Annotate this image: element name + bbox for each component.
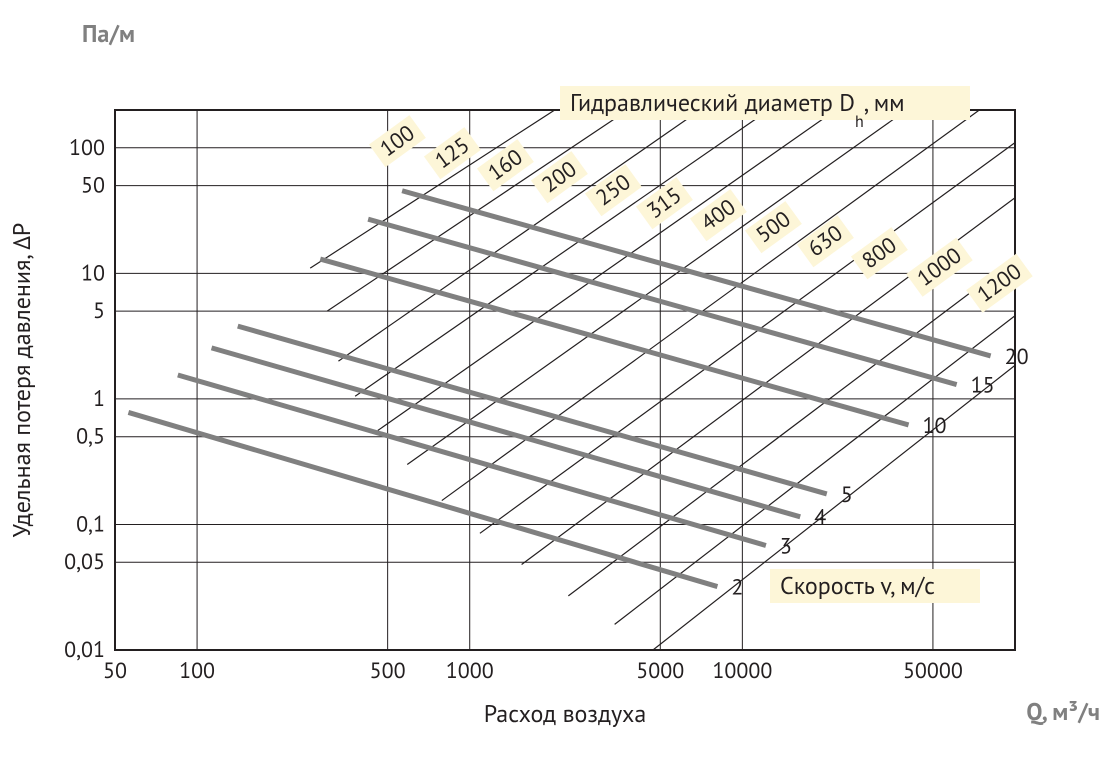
- x-tick-label: 10000: [712, 657, 772, 685]
- velocity-label: 10: [923, 412, 947, 440]
- y-axis-title: Удельная потеря давления, ΔР: [6, 223, 37, 538]
- y-tick-label: 50: [81, 172, 105, 200]
- x-axis-title: Расход воздуха: [484, 698, 647, 729]
- y-tick-label: 100: [69, 134, 105, 162]
- chart-svg: 50 100 500 1000 5000 10000 50000 0,01 0,05 0,1 0,5…: [0, 0, 1116, 770]
- y-unit-label: Па/м: [82, 18, 135, 49]
- x-tick-label: 5000: [636, 657, 684, 685]
- velocity-label: 2: [731, 574, 743, 602]
- x-unit-label: Q, м³/ч: [1026, 696, 1100, 727]
- x-tick-label: 500: [370, 657, 406, 685]
- x-tick-label: 100: [179, 657, 215, 685]
- x-tick-label: 1000: [446, 657, 494, 685]
- velocity-label: 4: [814, 504, 826, 532]
- velocity-label: 20: [1005, 343, 1029, 371]
- velocity-label: 3: [780, 532, 792, 560]
- y-tick-label: 0,5: [76, 423, 105, 451]
- x-tick-label: 50000: [903, 657, 963, 685]
- pressure-loss-nomograph: 50 100 500 1000 5000 10000 50000 0,01 0,05 0,1 0,5…: [0, 0, 1116, 770]
- y-tick-label: 10: [81, 259, 105, 287]
- velocity-callout-text: Скорость v, м/с: [780, 570, 935, 601]
- velocity-label: 15: [971, 372, 995, 400]
- y-tick-label: 0,1: [76, 510, 105, 538]
- y-tick-label: 0,05: [64, 548, 105, 576]
- x-tick-label: 50: [103, 657, 127, 685]
- velocity-label: 5: [841, 481, 853, 509]
- y-tick-label: 0,01: [64, 636, 105, 664]
- y-tick-label: 1: [93, 385, 105, 413]
- y-tick-label: 5: [93, 297, 105, 325]
